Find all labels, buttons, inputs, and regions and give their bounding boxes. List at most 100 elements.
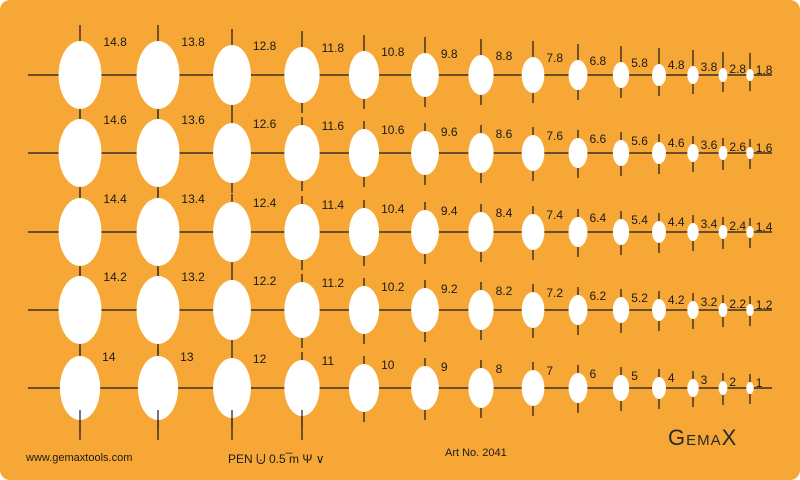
- ellipse-cutout: [652, 299, 666, 321]
- size-label: 13.2: [181, 270, 205, 284]
- size-label: 8.2: [495, 284, 513, 298]
- ellipse-cutout: [136, 198, 180, 266]
- ellipse-cutout: [136, 119, 180, 187]
- size-label: 5.6: [631, 134, 648, 148]
- size-label: 12.8: [252, 39, 277, 53]
- ellipse-cutout: [348, 208, 380, 256]
- ellipse-cutout: [468, 368, 494, 408]
- size-label: 7.2: [546, 286, 564, 300]
- ellipse-cutout: [284, 360, 320, 416]
- ellipse-cutout: [58, 198, 102, 266]
- size-label: 3.4: [700, 217, 718, 231]
- ellipse-cutout: [213, 202, 251, 262]
- ellipse-cutout: [521, 370, 545, 406]
- size-label: 4.2: [667, 293, 685, 307]
- ellipse-cutout: [568, 373, 588, 403]
- size-label: 1.4: [755, 220, 773, 234]
- ellipse-cutout: [612, 62, 630, 88]
- ellipse-cutout: [411, 53, 439, 97]
- size-label: 12.2: [252, 274, 277, 288]
- ellipse-cutout: [213, 358, 251, 418]
- ellipse-cutout: [652, 377, 666, 399]
- ellipse-cutout: [687, 66, 699, 84]
- size-label: 5.4: [631, 213, 648, 227]
- ellipse-cutout: [468, 212, 494, 252]
- ellipse-cutout: [348, 286, 380, 334]
- size-label: 1: [755, 376, 763, 390]
- ellipse-cutout: [58, 41, 102, 109]
- ellipse-cutout: [521, 57, 545, 93]
- size-label: 14.4: [103, 192, 127, 206]
- ellipse-cutout: [746, 69, 754, 81]
- size-label: 9.8: [440, 47, 458, 61]
- ellipse-cutout: [568, 60, 588, 90]
- ellipse-cutout: [687, 223, 699, 241]
- size-label: 3: [700, 373, 708, 387]
- size-label: 3.2: [700, 295, 718, 309]
- size-label: 10.8: [381, 45, 405, 59]
- ellipse-cutout: [411, 366, 439, 410]
- ellipse-cutout: [687, 144, 699, 162]
- gemax-logo: GEMAX: [668, 425, 738, 450]
- ellipse-cutout: [411, 288, 439, 332]
- size-label: 10.4: [381, 202, 405, 216]
- size-label: 14: [102, 350, 116, 364]
- ellipse-cutout: [652, 142, 666, 164]
- ellipse-cutout: [521, 214, 545, 250]
- size-label: 4.8: [667, 58, 685, 72]
- ellipse-cutout: [284, 125, 320, 181]
- size-label: 14.2: [103, 270, 127, 284]
- size-label: 9.2: [440, 282, 458, 296]
- size-label: 11.6: [321, 119, 345, 133]
- ellipse-cutout: [58, 119, 102, 187]
- size-label: 7.4: [546, 208, 564, 222]
- size-label: 4.4: [667, 215, 685, 229]
- ellipse-cutout: [746, 304, 754, 316]
- ellipse-cutout: [468, 55, 494, 95]
- ellipse-cutout: [468, 290, 494, 330]
- ellipse-cutout: [136, 276, 180, 344]
- size-label: 2.2: [729, 297, 747, 311]
- size-label: 6.4: [589, 211, 607, 225]
- ellipse-cutout: [718, 225, 728, 239]
- ellipse-cutout: [348, 51, 380, 99]
- size-label: 8.8: [495, 49, 513, 63]
- ellipse-cutout: [521, 292, 545, 328]
- size-label: 5.2: [631, 291, 648, 305]
- pen-symbols-text: PEN ⨃ 0.5 ̅m Ψ ∨: [228, 452, 325, 466]
- size-label: 10: [381, 358, 395, 372]
- size-label: 3.8: [700, 60, 718, 74]
- ellipse-cutout: [612, 219, 630, 245]
- size-label: 4.6: [667, 136, 685, 150]
- ellipse-cutout: [213, 123, 251, 183]
- size-label: 14.8: [103, 35, 127, 49]
- ellipse-cutout: [652, 221, 666, 243]
- article-number-text: Art No. 2041: [445, 447, 507, 459]
- size-label: 10.2: [381, 280, 405, 294]
- ellipse-cutout: [612, 297, 630, 323]
- ellipse-cutout: [137, 356, 179, 420]
- ellipse-cutout: [213, 45, 251, 105]
- size-label: 12.4: [252, 196, 277, 210]
- size-label: 8: [495, 362, 503, 376]
- size-label: 11.2: [321, 276, 345, 290]
- ellipse-cutout: [284, 204, 320, 260]
- ellipse-cutout: [568, 138, 588, 168]
- ellipse-cutout: [348, 364, 380, 412]
- ellipse-cutout: [284, 282, 320, 338]
- ellipse-cutout: [136, 41, 180, 109]
- size-label: 9.6: [440, 125, 458, 139]
- size-label: 13.4: [181, 192, 205, 206]
- ellipse-cutout: [687, 301, 699, 319]
- size-label: 11: [321, 354, 335, 368]
- ellipse-cutout: [746, 147, 754, 159]
- size-label: 11.4: [321, 198, 345, 212]
- ellipse-cutout: [568, 217, 588, 247]
- size-label: 7: [546, 364, 554, 378]
- ellipse-cutout: [718, 381, 728, 395]
- size-label: 3.6: [700, 138, 718, 152]
- size-label: 6.6: [589, 132, 607, 146]
- size-label: 10.6: [381, 123, 405, 137]
- size-label: 9.4: [440, 204, 458, 218]
